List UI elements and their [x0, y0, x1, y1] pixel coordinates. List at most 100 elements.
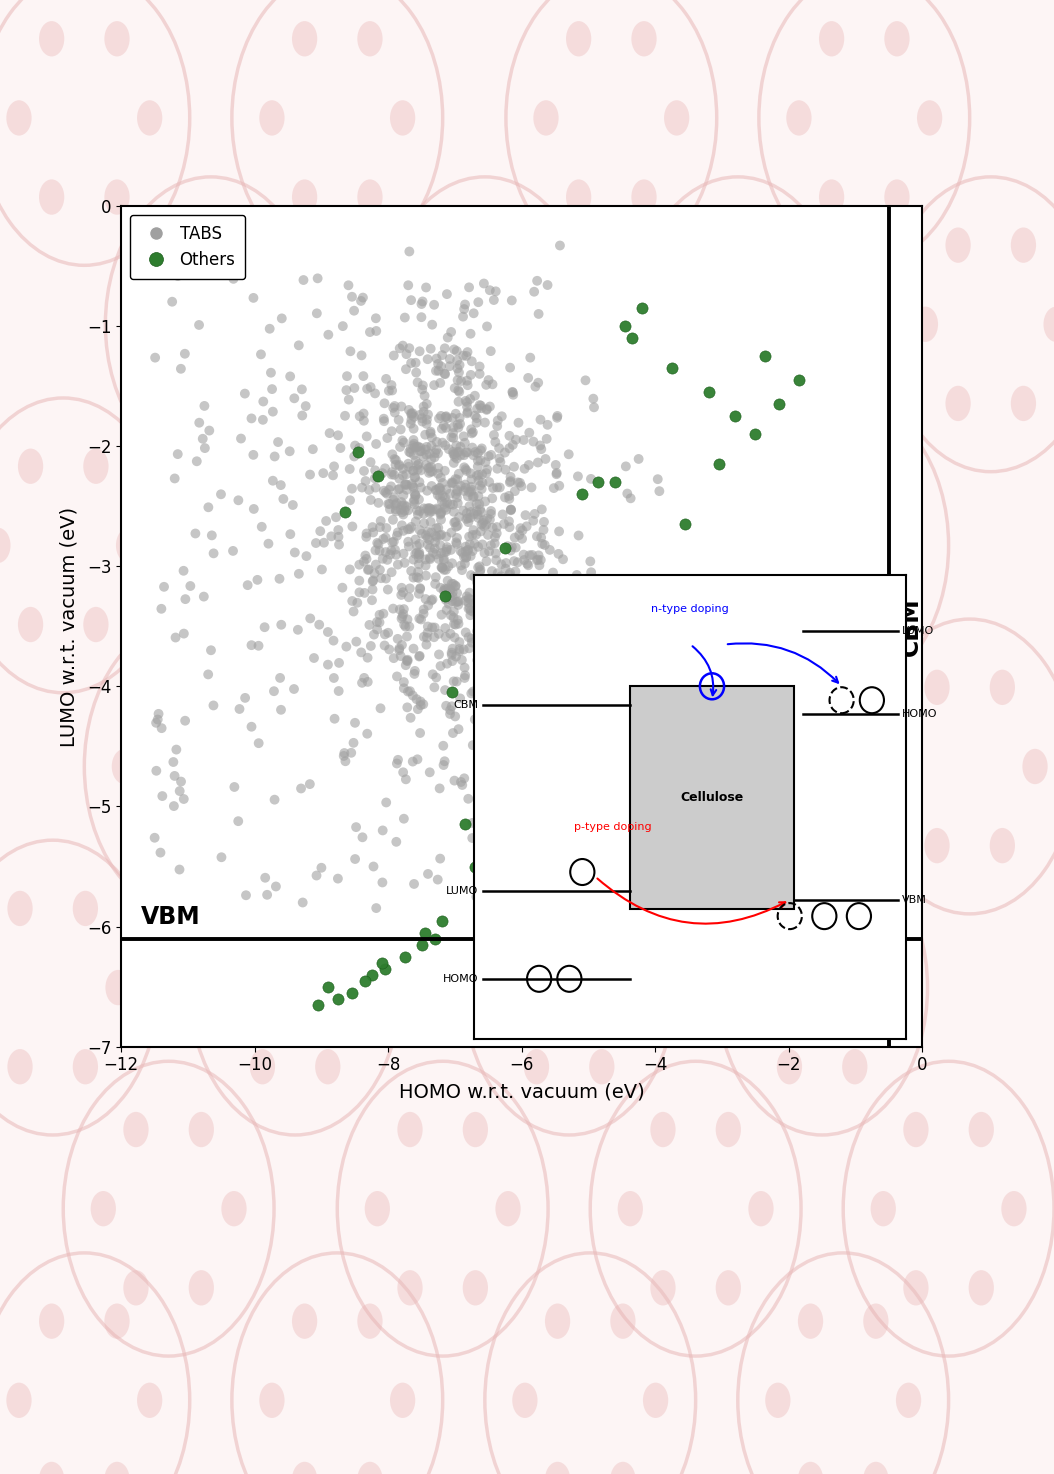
- TABS: [473, 397, 490, 420]
- TABS: [457, 441, 474, 464]
- TABS: [529, 548, 546, 572]
- TABS: [319, 653, 336, 677]
- TABS: [448, 531, 465, 554]
- TABS: [410, 566, 427, 590]
- TABS: [206, 541, 222, 565]
- TABS: [382, 497, 398, 520]
- TABS: [395, 430, 412, 454]
- TABS: [456, 590, 473, 613]
- TABS: [432, 654, 449, 678]
- TABS: [410, 547, 427, 570]
- TABS: [415, 497, 432, 520]
- TABS: [394, 429, 411, 453]
- TABS: [505, 433, 522, 457]
- TABS: [561, 442, 578, 466]
- TABS: [391, 638, 408, 662]
- TABS: [385, 488, 402, 511]
- TABS: [474, 470, 491, 494]
- TABS: [548, 699, 565, 722]
- Circle shape: [643, 528, 668, 563]
- TABS: [401, 535, 417, 559]
- TABS: [480, 368, 496, 392]
- TABS: [418, 479, 435, 503]
- TABS: [376, 392, 393, 416]
- TABS: [403, 401, 419, 425]
- TABS: [429, 483, 446, 507]
- TABS: [330, 519, 347, 542]
- TABS: [321, 422, 338, 445]
- TABS: [412, 690, 429, 713]
- TABS: [390, 747, 407, 771]
- TABS: [466, 591, 483, 615]
- Others: [643, 597, 660, 621]
- TABS: [445, 422, 462, 445]
- TABS: [147, 825, 163, 849]
- TABS: [436, 363, 453, 386]
- TABS: [165, 794, 182, 818]
- Others: [436, 585, 453, 609]
- TABS: [432, 848, 449, 871]
- TABS: [444, 572, 461, 595]
- TABS: [449, 526, 466, 550]
- TABS: [405, 429, 422, 453]
- Circle shape: [533, 100, 559, 136]
- TABS: [390, 478, 407, 501]
- TABS: [362, 320, 378, 343]
- TABS: [450, 391, 467, 414]
- TABS: [315, 461, 332, 485]
- TABS: [447, 590, 464, 613]
- TABS: [298, 544, 315, 567]
- TABS: [358, 525, 375, 548]
- TABS: [410, 453, 427, 476]
- TABS: [286, 677, 302, 700]
- TABS: [461, 637, 477, 660]
- Circle shape: [418, 828, 444, 864]
- TABS: [449, 514, 466, 538]
- TABS: [448, 339, 465, 363]
- TABS: [496, 582, 513, 606]
- TABS: [460, 538, 476, 562]
- Circle shape: [990, 828, 1015, 864]
- TABS: [455, 455, 472, 479]
- TABS: [438, 407, 455, 430]
- TABS: [442, 348, 458, 371]
- TABS: [421, 461, 437, 485]
- TABS: [399, 649, 416, 672]
- TABS: [491, 476, 508, 500]
- TABS: [413, 407, 430, 430]
- Circle shape: [1011, 386, 1036, 422]
- TABS: [550, 542, 567, 566]
- TABS: [527, 809, 544, 833]
- TABS: [430, 643, 447, 666]
- TABS: [446, 510, 463, 534]
- TABS: [355, 460, 372, 483]
- TABS: [505, 383, 522, 407]
- TABS: [511, 472, 528, 495]
- TABS: [395, 677, 412, 700]
- TABS: [353, 641, 370, 665]
- TABS: [506, 649, 523, 672]
- TABS: [385, 509, 402, 532]
- TABS: [177, 587, 194, 610]
- Others: [364, 963, 380, 986]
- TABS: [469, 397, 486, 420]
- Circle shape: [892, 749, 917, 784]
- TABS: [499, 607, 515, 631]
- TABS: [507, 560, 524, 584]
- TABS: [457, 457, 474, 481]
- Circle shape: [884, 180, 910, 215]
- TABS: [312, 519, 329, 542]
- TABS: [460, 485, 476, 509]
- X-axis label: HOMO w.r.t. vacuum (eV): HOMO w.r.t. vacuum (eV): [398, 1082, 645, 1101]
- TABS: [463, 467, 480, 491]
- Circle shape: [622, 970, 647, 1005]
- TABS: [408, 566, 425, 590]
- TABS: [527, 687, 544, 710]
- TABS: [438, 538, 455, 562]
- Circle shape: [744, 970, 769, 1005]
- Others: [530, 747, 547, 771]
- TABS: [490, 652, 507, 675]
- TABS: [285, 494, 301, 517]
- TABS: [433, 556, 450, 579]
- TABS: [466, 708, 483, 731]
